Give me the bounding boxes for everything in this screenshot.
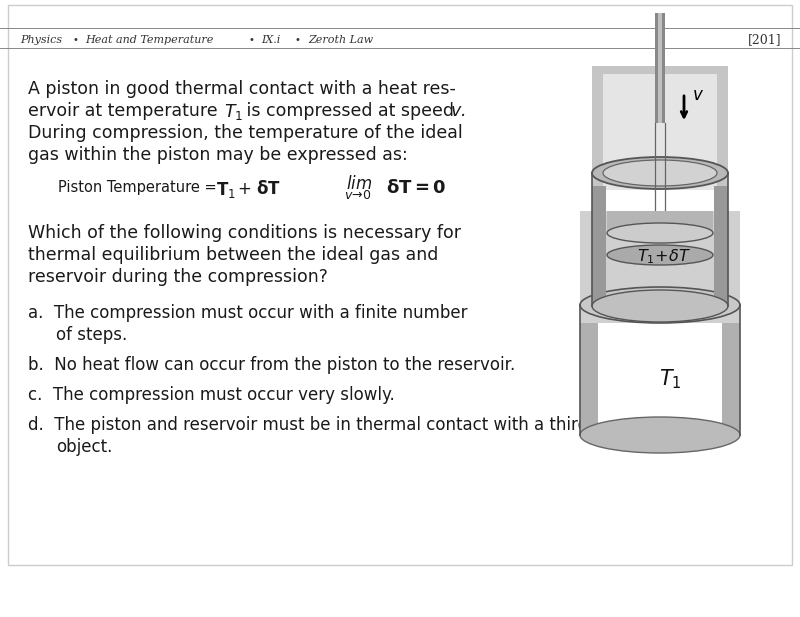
- Text: object.: object.: [56, 438, 112, 456]
- Text: $T_1$: $T_1$: [224, 102, 243, 122]
- Text: $+$ $\mathbf{\delta T}$: $+$ $\mathbf{\delta T}$: [232, 180, 281, 198]
- Text: $v\!\to\!0$: $v\!\to\!0$: [344, 189, 372, 202]
- Text: a.  The compression must occur with a finite number: a. The compression must occur with a fin…: [28, 304, 467, 322]
- Ellipse shape: [607, 223, 713, 243]
- Text: During compression, the temperature of the ideal: During compression, the temperature of t…: [28, 124, 462, 142]
- Ellipse shape: [580, 287, 740, 323]
- Text: Zeroth Law: Zeroth Law: [308, 35, 373, 45]
- Text: IX.i: IX.i: [261, 35, 280, 45]
- Text: $\mathbf{T}_1$: $\mathbf{T}_1$: [216, 180, 236, 200]
- Text: ervoir at temperature: ervoir at temperature: [28, 102, 223, 120]
- Bar: [662, 13, 665, 123]
- Text: c.  The compression must occur very slowly.: c. The compression must occur very slowl…: [28, 386, 394, 404]
- Polygon shape: [580, 323, 598, 435]
- Bar: [580, 211, 740, 323]
- Polygon shape: [722, 323, 740, 435]
- Bar: [607, 211, 713, 233]
- Bar: [592, 66, 728, 186]
- Text: reservoir during the compression?: reservoir during the compression?: [28, 268, 328, 286]
- Polygon shape: [714, 186, 728, 306]
- Text: b.  No heat flow can occur from the piston to the reservoir.: b. No heat flow can occur from the pisto…: [28, 356, 515, 374]
- Ellipse shape: [592, 157, 728, 189]
- Text: $\mathbf{\delta T}$$\mathbf{= 0}$: $\mathbf{\delta T}$$\mathbf{= 0}$: [386, 179, 446, 197]
- Text: gas within the piston may be expressed as:: gas within the piston may be expressed a…: [28, 146, 408, 164]
- Bar: [603, 74, 717, 190]
- Text: [201]: [201]: [748, 33, 782, 46]
- Text: $T_1\!+\!\delta T$: $T_1\!+\!\delta T$: [637, 247, 691, 266]
- Text: Heat and Temperature: Heat and Temperature: [85, 35, 214, 45]
- Bar: [655, 13, 665, 123]
- Text: is compressed at speed: is compressed at speed: [241, 102, 459, 120]
- Text: Which of the following conditions is necessary for: Which of the following conditions is nec…: [28, 224, 461, 242]
- Text: Physics: Physics: [20, 35, 62, 45]
- Text: •: •: [295, 35, 301, 45]
- Text: thermal equilibrium between the ideal gas and: thermal equilibrium between the ideal ga…: [28, 246, 438, 264]
- Polygon shape: [592, 186, 606, 306]
- Ellipse shape: [592, 290, 728, 322]
- Text: •: •: [248, 35, 254, 45]
- Bar: [655, 13, 658, 123]
- Ellipse shape: [603, 160, 717, 186]
- Text: $v$: $v$: [692, 86, 704, 104]
- Ellipse shape: [607, 245, 713, 265]
- Text: •: •: [72, 35, 78, 45]
- Text: $\mathit{lim}$: $\mathit{lim}$: [346, 175, 372, 193]
- Text: Piston Temperature =: Piston Temperature =: [58, 180, 222, 195]
- Ellipse shape: [580, 417, 740, 453]
- Text: of steps.: of steps.: [56, 326, 127, 344]
- Text: $v$.: $v$.: [450, 102, 466, 120]
- Text: A piston in good thermal contact with a heat res-: A piston in good thermal contact with a …: [28, 80, 456, 98]
- Text: d.  The piston and reservoir must be in thermal contact with a third: d. The piston and reservoir must be in t…: [28, 416, 588, 434]
- Text: $T_1$: $T_1$: [658, 367, 682, 391]
